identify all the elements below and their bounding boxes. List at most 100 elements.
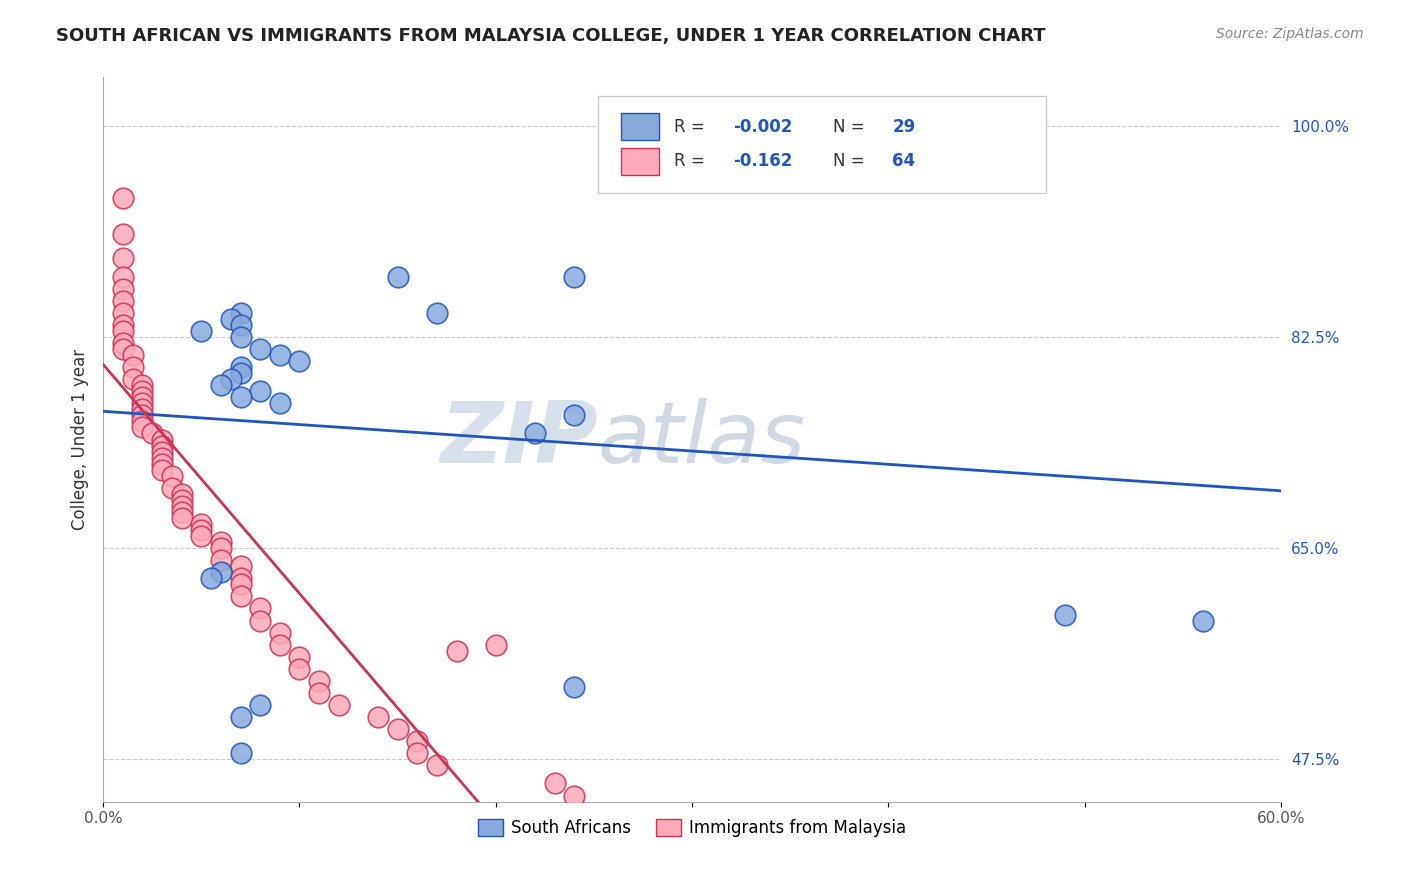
Point (229, 571, 252, 585)
Point (406, 734, 429, 748)
Point (111, 227, 134, 242)
Text: N =: N = (834, 118, 870, 136)
Text: ZIP: ZIP (440, 398, 598, 481)
Point (229, 318, 252, 332)
Point (1191, 614, 1213, 628)
Point (170, 505, 193, 519)
Point (562, 409, 585, 423)
Point (111, 318, 134, 332)
Point (160, 468, 183, 483)
Point (111, 282, 134, 296)
Point (426, 306, 449, 320)
Point (219, 372, 242, 386)
Point (170, 511, 193, 525)
Point (111, 324, 134, 338)
Point (269, 348, 291, 362)
Point (1054, 607, 1077, 622)
Text: SOUTH AFRICAN VS IMMIGRANTS FROM MALAYSIA COLLEGE, UNDER 1 YEAR CORRELATION CHAR: SOUTH AFRICAN VS IMMIGRANTS FROM MALAYSI… (56, 27, 1046, 45)
Point (190, 516, 212, 531)
Point (249, 698, 271, 712)
Point (170, 499, 193, 513)
Point (150, 457, 173, 471)
Text: 29: 29 (893, 118, 915, 136)
Point (111, 335, 134, 350)
FancyBboxPatch shape (598, 95, 1046, 194)
Text: 64: 64 (893, 153, 915, 170)
Point (249, 601, 271, 615)
Point (387, 722, 409, 736)
Point (131, 402, 153, 417)
Point (562, 789, 585, 803)
Point (446, 643, 468, 657)
Text: -0.002: -0.002 (734, 118, 793, 136)
Point (249, 384, 271, 399)
Point (387, 269, 409, 284)
Text: -0.162: -0.162 (734, 153, 793, 170)
Point (249, 342, 271, 356)
Bar (621, 148, 659, 175)
Point (308, 673, 330, 688)
Point (131, 420, 153, 434)
Text: Source: ZipAtlas.com: Source: ZipAtlas.com (1216, 27, 1364, 41)
Point (229, 330, 252, 344)
Point (150, 450, 173, 465)
Point (229, 710, 252, 724)
Point (150, 463, 173, 477)
Point (288, 662, 311, 676)
Point (190, 523, 212, 537)
Point (209, 535, 232, 549)
Legend: South Africans, Immigrants from Malaysia: South Africans, Immigrants from Malaysia (471, 813, 912, 844)
Point (131, 378, 153, 392)
Point (150, 433, 173, 447)
Point (121, 372, 143, 386)
Point (111, 306, 134, 320)
Point (190, 529, 212, 543)
Point (111, 342, 134, 356)
Point (229, 590, 252, 604)
Point (111, 293, 134, 308)
Point (288, 354, 311, 368)
Point (150, 444, 173, 458)
Point (229, 390, 252, 404)
Point (141, 426, 163, 441)
Point (838, 119, 860, 133)
Text: R =: R = (675, 153, 710, 170)
Point (269, 396, 291, 410)
Point (200, 571, 222, 585)
Point (229, 747, 252, 761)
Point (131, 409, 153, 423)
Point (209, 541, 232, 555)
Point (121, 360, 143, 375)
Point (485, 638, 508, 652)
Point (111, 252, 134, 266)
Point (131, 396, 153, 410)
Point (229, 559, 252, 574)
Point (544, 776, 567, 790)
Point (170, 492, 193, 507)
Point (229, 306, 252, 320)
Point (269, 638, 291, 652)
Point (367, 710, 389, 724)
Point (131, 414, 153, 428)
Text: R =: R = (675, 118, 710, 136)
Point (308, 686, 330, 700)
Point (229, 577, 252, 591)
Point (131, 384, 153, 399)
Point (406, 747, 429, 761)
Point (111, 191, 134, 205)
Text: atlas: atlas (598, 398, 806, 481)
Y-axis label: College, Under 1 year: College, Under 1 year (72, 349, 89, 530)
Point (562, 269, 585, 284)
Point (524, 426, 547, 441)
Point (170, 487, 193, 501)
Point (190, 324, 212, 338)
Point (131, 390, 153, 404)
Point (209, 378, 232, 392)
Point (288, 649, 311, 664)
Point (111, 269, 134, 284)
Point (229, 366, 252, 380)
Point (229, 360, 252, 375)
Point (562, 680, 585, 694)
Point (426, 758, 449, 772)
Point (219, 311, 242, 326)
